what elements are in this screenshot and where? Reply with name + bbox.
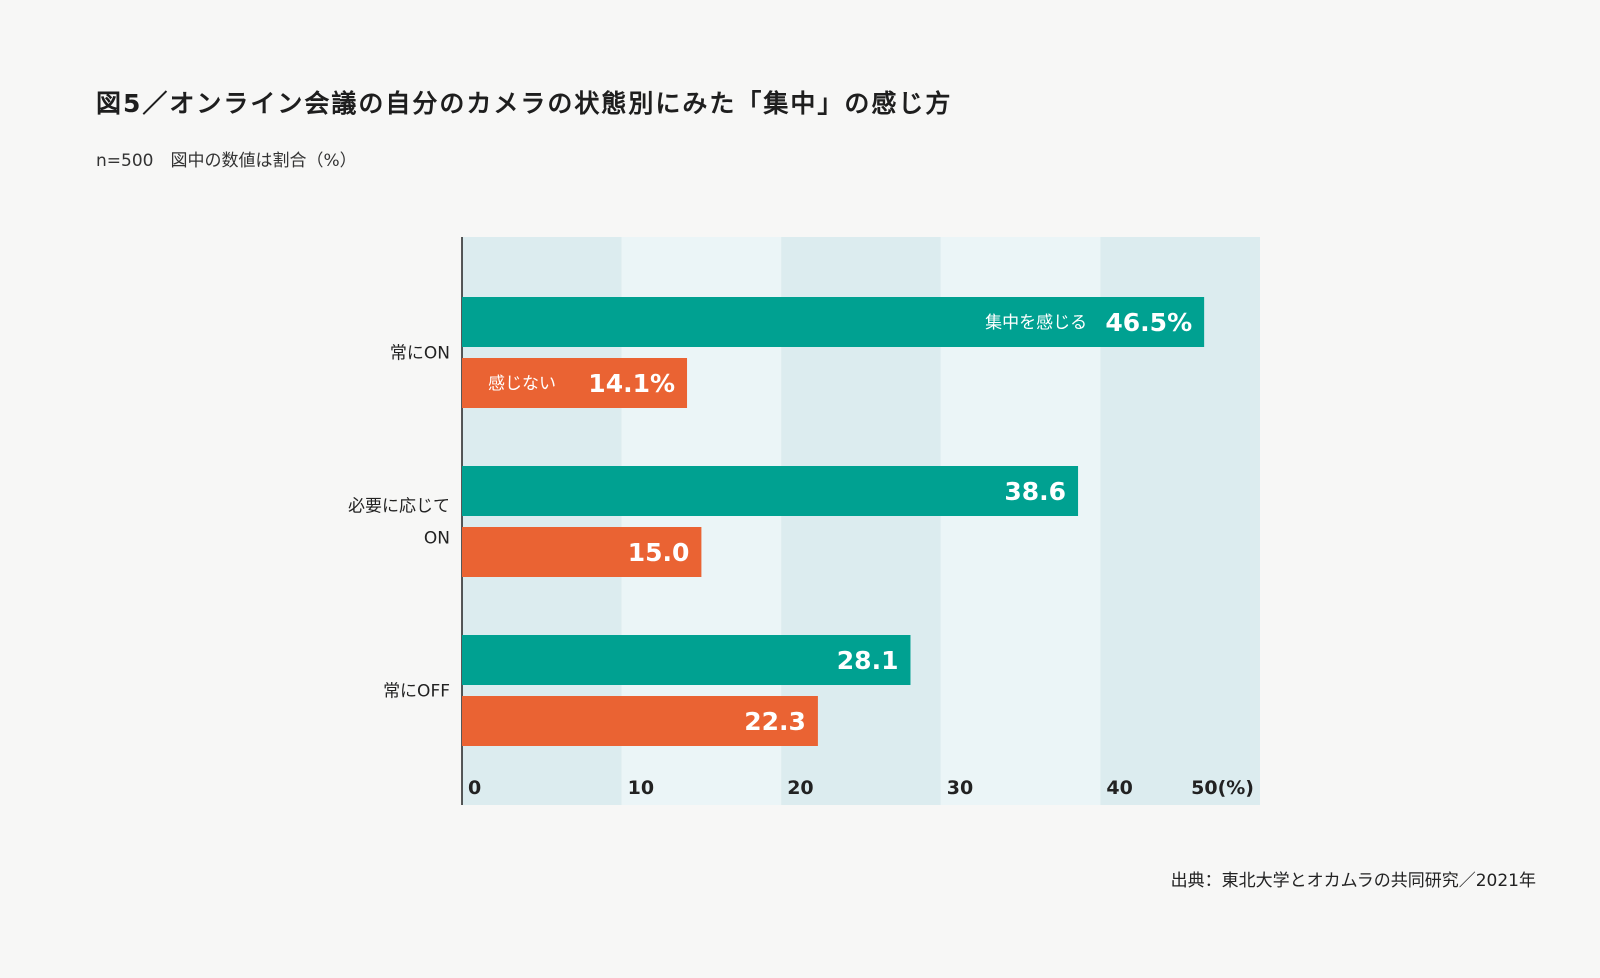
category-label: ON — [424, 529, 450, 549]
bar — [462, 358, 688, 408]
category-label: 常にON — [390, 344, 450, 364]
series-label: 感じない — [488, 374, 556, 394]
data-label: 14.1% — [588, 369, 675, 398]
source-note: 出典：東北大学とオカムラの共同研究／2021年 — [1170, 871, 1536, 891]
data-label: 15.0 — [628, 538, 690, 567]
data-label: 28.1 — [837, 646, 899, 675]
x-tick-label: 40 — [1106, 777, 1132, 799]
bar — [462, 635, 911, 685]
category-label: 必要に応じて — [348, 497, 450, 517]
bar — [462, 297, 1205, 347]
data-label: 38.6 — [1004, 477, 1066, 506]
bar — [462, 527, 702, 577]
bar — [462, 466, 1079, 516]
x-tick-label: 10 — [628, 777, 654, 799]
data-label: 22.3 — [744, 707, 806, 736]
data-label: 46.5% — [1105, 308, 1192, 337]
chart-subtitle: n=500 図中の数値は割合（%） — [96, 151, 357, 171]
x-tick-label: 20 — [787, 777, 813, 799]
category-label: 常にOFF — [383, 682, 450, 702]
x-tick-label: 50(%) — [1191, 777, 1254, 799]
x-tick-label: 30 — [947, 777, 973, 799]
x-tick-label: 0 — [468, 777, 481, 799]
series-label: 集中を感じる — [985, 313, 1087, 333]
chart-title: 図5／オンライン会議の自分のカメラの状態別にみた「集中」の感じ方 — [96, 89, 953, 118]
bar — [462, 696, 818, 746]
